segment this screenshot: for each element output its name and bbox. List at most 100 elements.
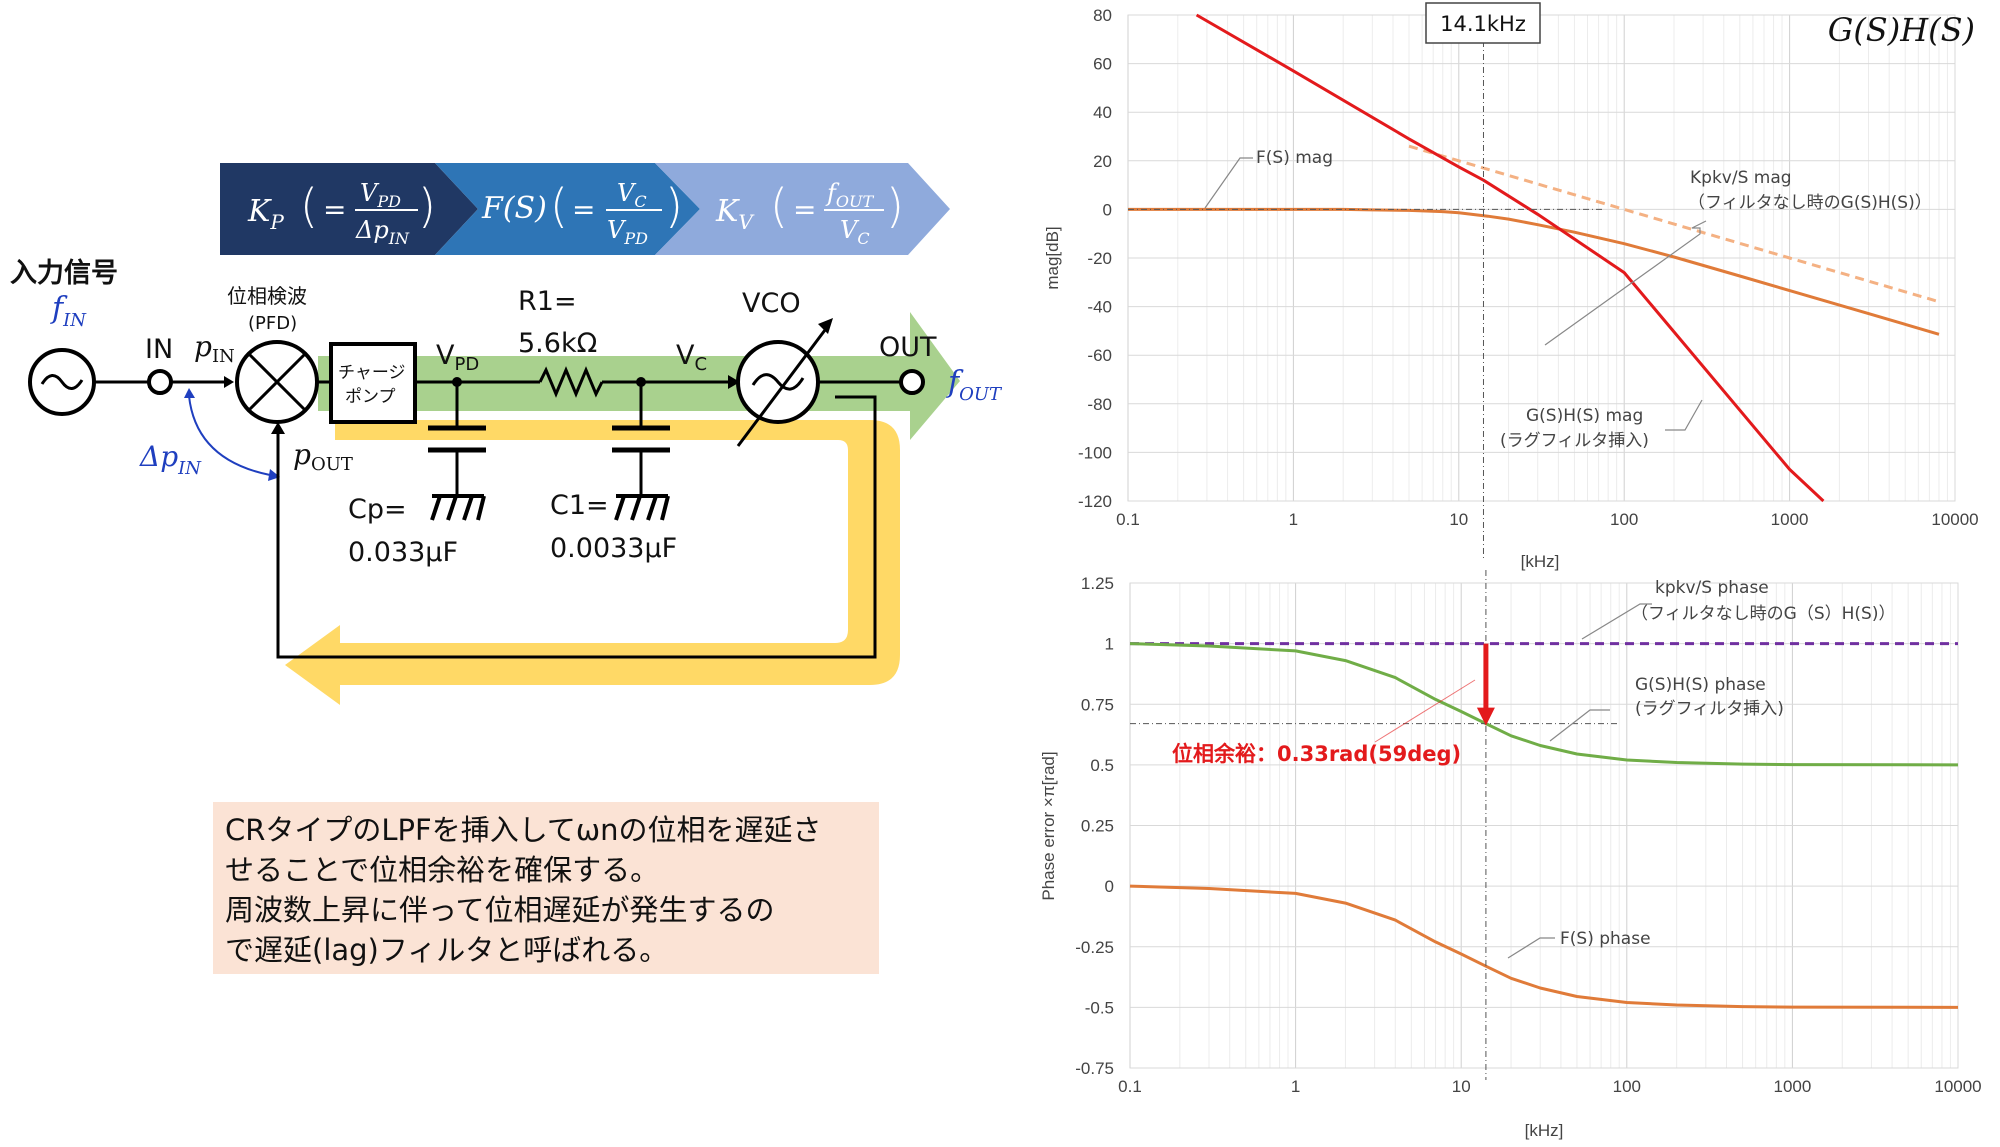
kv-num-sub: OUT xyxy=(836,192,875,211)
pfd-label: 位相検波 xyxy=(227,284,307,308)
phase-y-tick-label: 0 xyxy=(1105,877,1114,896)
phase-y-tick-label: -0.75 xyxy=(1075,1059,1114,1078)
vpd: V xyxy=(436,340,455,371)
note-line-4: で遅延(lag)フィルタと呼ばれる。 xyxy=(225,933,669,967)
svg-text:KP: KP xyxy=(247,194,284,234)
phase-y-tick-label: -0.5 xyxy=(1085,998,1114,1017)
phase-y-tick-label: 1.25 xyxy=(1081,574,1114,593)
cp-line2: 0.033μF xyxy=(348,537,458,568)
input-signal-label: 入力信号 xyxy=(10,258,118,289)
phase-series-2 xyxy=(1129,884,1959,1009)
charge-pump-block xyxy=(329,342,417,424)
magnitude-x-tick-label: 10000 xyxy=(1931,510,1978,529)
svg-text:VC: VC xyxy=(617,179,647,211)
banner-fs-formula: F(S) ( = VC VPD ) xyxy=(481,179,683,248)
delta-p-in: Δp xyxy=(139,440,178,473)
fs-num: V xyxy=(617,179,637,207)
kv-sub: V xyxy=(738,210,755,234)
magnitude-x-label: [kHz] xyxy=(1521,552,1560,571)
svg-text:ΔpIN: ΔpIN xyxy=(355,216,410,248)
kv-den-sub: C xyxy=(857,229,869,248)
vc: V xyxy=(676,340,695,371)
phase-y-tick-label: 0.75 xyxy=(1081,695,1114,714)
delta-p-in-sub: IN xyxy=(177,458,202,479)
f-in-sub: IN xyxy=(62,310,87,331)
kpkv-phase-annotation: kpkv/S phase xyxy=(1655,578,1769,598)
f-out-sub: OUT xyxy=(959,384,1003,405)
fs-symbol: F(S) xyxy=(481,191,547,226)
kpkv-phase-annotation-2: （フィルタなし時のG（S）H(S)） xyxy=(1631,604,1895,624)
magnitude-y-tick-label: -40 xyxy=(1087,298,1112,317)
p-in-sub: IN xyxy=(212,346,235,367)
capacitor-cp xyxy=(428,382,486,521)
magnitude-y-tick-label: 80 xyxy=(1093,6,1112,25)
kpkv-mag-annotation-2: （フィルタなし時のG(S)H(S)） xyxy=(1688,193,1932,213)
svg-text:pOUT: pOUT xyxy=(293,438,353,475)
phase-x-tick-label: 1000 xyxy=(1773,1077,1811,1096)
magnitude-x-tick-label: 0.1 xyxy=(1116,510,1140,529)
feedback-wire xyxy=(276,395,877,659)
svg-text:=: = xyxy=(323,193,346,226)
svg-text:): ) xyxy=(665,179,683,233)
c1-line1: C1= xyxy=(550,490,609,521)
magnitude-y-tick-label: 0 xyxy=(1103,200,1112,219)
phase-x-ticks: 0.1 1 10 100 1000 10000 xyxy=(1118,1077,1981,1096)
fs-mag-annotation: F(S) mag xyxy=(1256,148,1333,168)
kp-num: V xyxy=(360,179,380,207)
marker-label-box xyxy=(1425,2,1541,44)
phase-x-tick-label: 10000 xyxy=(1934,1077,1981,1096)
svg-text:VC: VC xyxy=(676,340,707,375)
magnitude-series-0 xyxy=(1128,207,1940,336)
ghs-phase-annotation: G(S)H(S) phase xyxy=(1635,675,1766,695)
magnitude-y-tick-label: -60 xyxy=(1087,346,1112,365)
fs-num-sub: C xyxy=(634,192,646,211)
phase-x-tick-label: 100 xyxy=(1613,1077,1641,1096)
r1-line2: 5.6kΩ xyxy=(518,328,597,359)
phase-y-ticks: 1.25 1 0.75 0.5 0.25 0 -0.25 -0.5 -0.75 xyxy=(1075,574,1114,1078)
kp-den-sub: IN xyxy=(388,229,410,248)
magnitude-x-tick-label: 1 xyxy=(1289,510,1298,529)
svg-text:): ) xyxy=(886,179,904,233)
in-node xyxy=(147,369,173,395)
charge-pump-line1: チャージ xyxy=(338,363,406,383)
magnitude-y-tick-label: 40 xyxy=(1093,103,1112,122)
kv-symbol: K xyxy=(715,194,740,229)
note-line-2: せることで位相余裕を確保する。 xyxy=(225,853,660,887)
p-out: p xyxy=(293,438,311,471)
phase-series xyxy=(1129,570,1959,1080)
svg-text:=: = xyxy=(793,193,816,226)
phase-x-tick-label: 1 xyxy=(1291,1077,1300,1096)
svg-text:fOUT: fOUT xyxy=(946,365,1003,405)
svg-text:VPD: VPD xyxy=(360,179,401,211)
explanation-note: CRタイプのLPFを挿入してωnの位相を遅延さ せることで位相余裕を確保する。 … xyxy=(213,802,879,974)
r1-line1: R1= xyxy=(518,286,577,317)
charge-pump-line2: ポンプ xyxy=(345,387,396,407)
svg-text:KV: KV xyxy=(715,194,755,234)
vc-sub: C xyxy=(694,354,707,375)
kp-symbol: K xyxy=(247,194,272,229)
transfer-banner: KP ( = VPD ΔpIN ) F(S) ( = VC VPD ) KV xyxy=(220,163,950,255)
magnitude-y-tick-label: -80 xyxy=(1087,395,1112,414)
marker-label: 14.1kHz xyxy=(1440,12,1526,36)
magnitude-x-tick-label: 10 xyxy=(1449,510,1468,529)
pfd-sub: (PFD) xyxy=(248,313,297,334)
out-label: OUT xyxy=(879,332,937,363)
fs-den-sub: PD xyxy=(623,229,648,248)
fs-den: V xyxy=(607,216,627,244)
phase-y-label: Phase error ×π[rad] xyxy=(1039,751,1058,900)
banner-kp-formula: KP ( = VPD ΔpIN ) xyxy=(247,179,436,248)
p-out-sub: OUT xyxy=(311,454,353,475)
phase-margin-arrowhead xyxy=(1476,707,1495,726)
svg-text:(: ( xyxy=(770,179,788,233)
capacitor-c1 xyxy=(612,382,670,521)
ghs-mag-annotation-2: (ラグフィルタ挿入) xyxy=(1500,431,1649,451)
c1-line2: 0.0033μF xyxy=(550,533,677,564)
svg-text:=: = xyxy=(572,193,595,226)
magnitude-grid xyxy=(1127,14,1955,502)
phase-grid xyxy=(1129,582,1958,1069)
banner-fs xyxy=(435,163,700,255)
resistor-r1 xyxy=(538,366,604,398)
magnitude-y-tick-label: 60 xyxy=(1093,55,1112,74)
phase-x-tick-label: 10 xyxy=(1452,1077,1471,1096)
magnitude-y-tick-label: -100 xyxy=(1078,443,1112,462)
